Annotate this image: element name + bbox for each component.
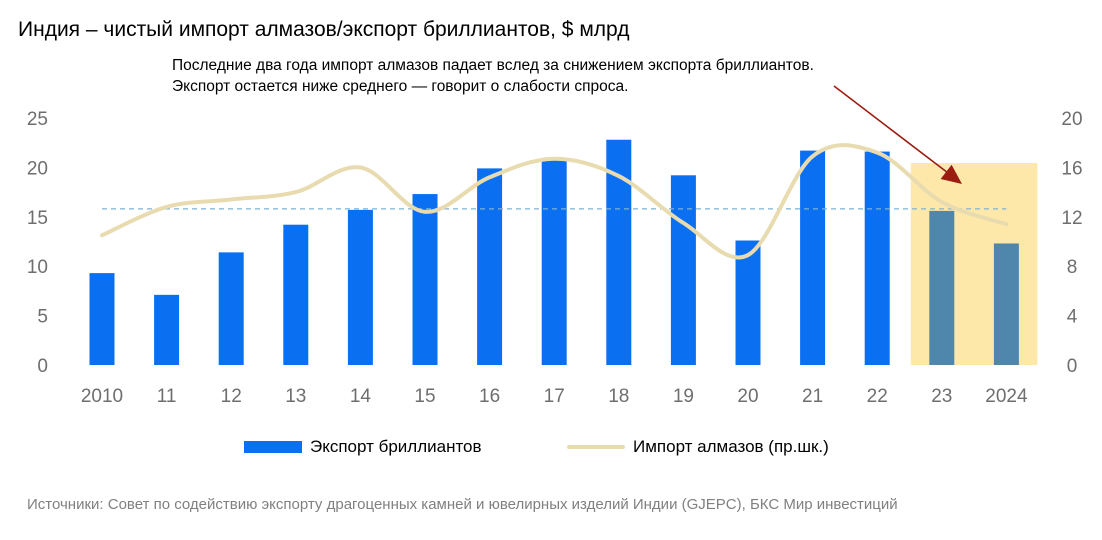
x-tick-11: 11 (157, 386, 177, 407)
x-tick-22: 22 (867, 386, 888, 407)
legend-item-import: Импорт алмазов (пр.шк.) (567, 437, 829, 457)
legend-label-import: Импорт алмазов (пр.шк.) (633, 437, 829, 456)
chart-title: Индия – чистый импорт алмазов/экспорт бр… (18, 18, 630, 41)
bar-2024 (993, 243, 1019, 365)
y-right-tick-4: 4 (1067, 307, 1078, 328)
legend-label-export: Экспорт бриллиантов (310, 437, 482, 456)
x-tick-2010: 2010 (81, 386, 123, 407)
legend: Экспорт бриллиантов Импорт алмазов (пр.ш… (0, 437, 1102, 461)
bar-14 (347, 209, 373, 365)
x-tick-14: 14 (350, 386, 372, 407)
x-tick-17: 17 (544, 386, 565, 407)
legend-swatch-bar (244, 441, 302, 453)
y-left-tick-10: 10 (27, 257, 48, 278)
chart-annotation: Последние два года импорт алмазов падает… (172, 55, 814, 97)
source-note: Источники: Совет по содействию экспорту … (27, 496, 898, 513)
annotation-line-2: Экспорт остается ниже среднего — говорит… (172, 78, 629, 95)
y-left-tick-0: 0 (37, 356, 48, 377)
y-left-tick-5: 5 (37, 307, 48, 328)
import-line (100, 143, 1009, 260)
legend-swatch-line (567, 445, 625, 449)
x-tick-21: 21 (802, 386, 823, 407)
annotation-line-1: Последние два года импорт алмазов падает… (172, 57, 814, 74)
y-right-tick-0: 0 (1067, 356, 1078, 377)
y-left-tick-20: 20 (27, 158, 48, 179)
annotation-arrow-shaft (833, 85, 953, 177)
x-tick-15: 15 (414, 386, 435, 407)
x-tick-23: 23 (931, 386, 952, 407)
annotation-arrow-head (940, 164, 962, 184)
y-right-tick-8: 8 (1067, 257, 1078, 278)
y-right-tick-20: 20 (1061, 109, 1082, 130)
annotation-arrow-layer (833, 85, 962, 184)
bar-13 (283, 224, 309, 365)
bar-20 (735, 240, 761, 365)
x-tick-20: 20 (737, 386, 758, 407)
import-line-layer (100, 143, 1009, 260)
y-right-tick-12: 12 (1061, 208, 1082, 229)
bar-23 (929, 210, 955, 365)
bars-layer (89, 139, 1019, 365)
x-tick-19: 19 (673, 386, 694, 407)
x-tick-2024: 2024 (985, 386, 1028, 407)
bar-11 (154, 294, 180, 365)
y-right-tick-16: 16 (1061, 158, 1082, 179)
bar-16 (477, 168, 503, 365)
y-left-tick-15: 15 (27, 208, 48, 229)
x-tick-12: 12 (221, 386, 242, 407)
x-tick-13: 13 (285, 386, 306, 407)
y-left-tick-25: 25 (27, 109, 48, 130)
bar-19 (670, 175, 696, 365)
x-tick-18: 18 (608, 386, 629, 407)
legend-item-export: Экспорт бриллиантов (244, 437, 482, 457)
x-tick-16: 16 (479, 386, 500, 407)
bar-21 (800, 150, 826, 365)
axis-layer: 0 5 10 15 20 25 0 4 8 12 16 20 2010 11 12 13 14 15 16 17 18 1… (27, 109, 1083, 407)
bar-2010 (89, 273, 115, 365)
bar-22 (864, 151, 890, 365)
bar-17 (541, 160, 567, 365)
bar-15 (412, 194, 438, 365)
bar-12 (218, 252, 244, 365)
